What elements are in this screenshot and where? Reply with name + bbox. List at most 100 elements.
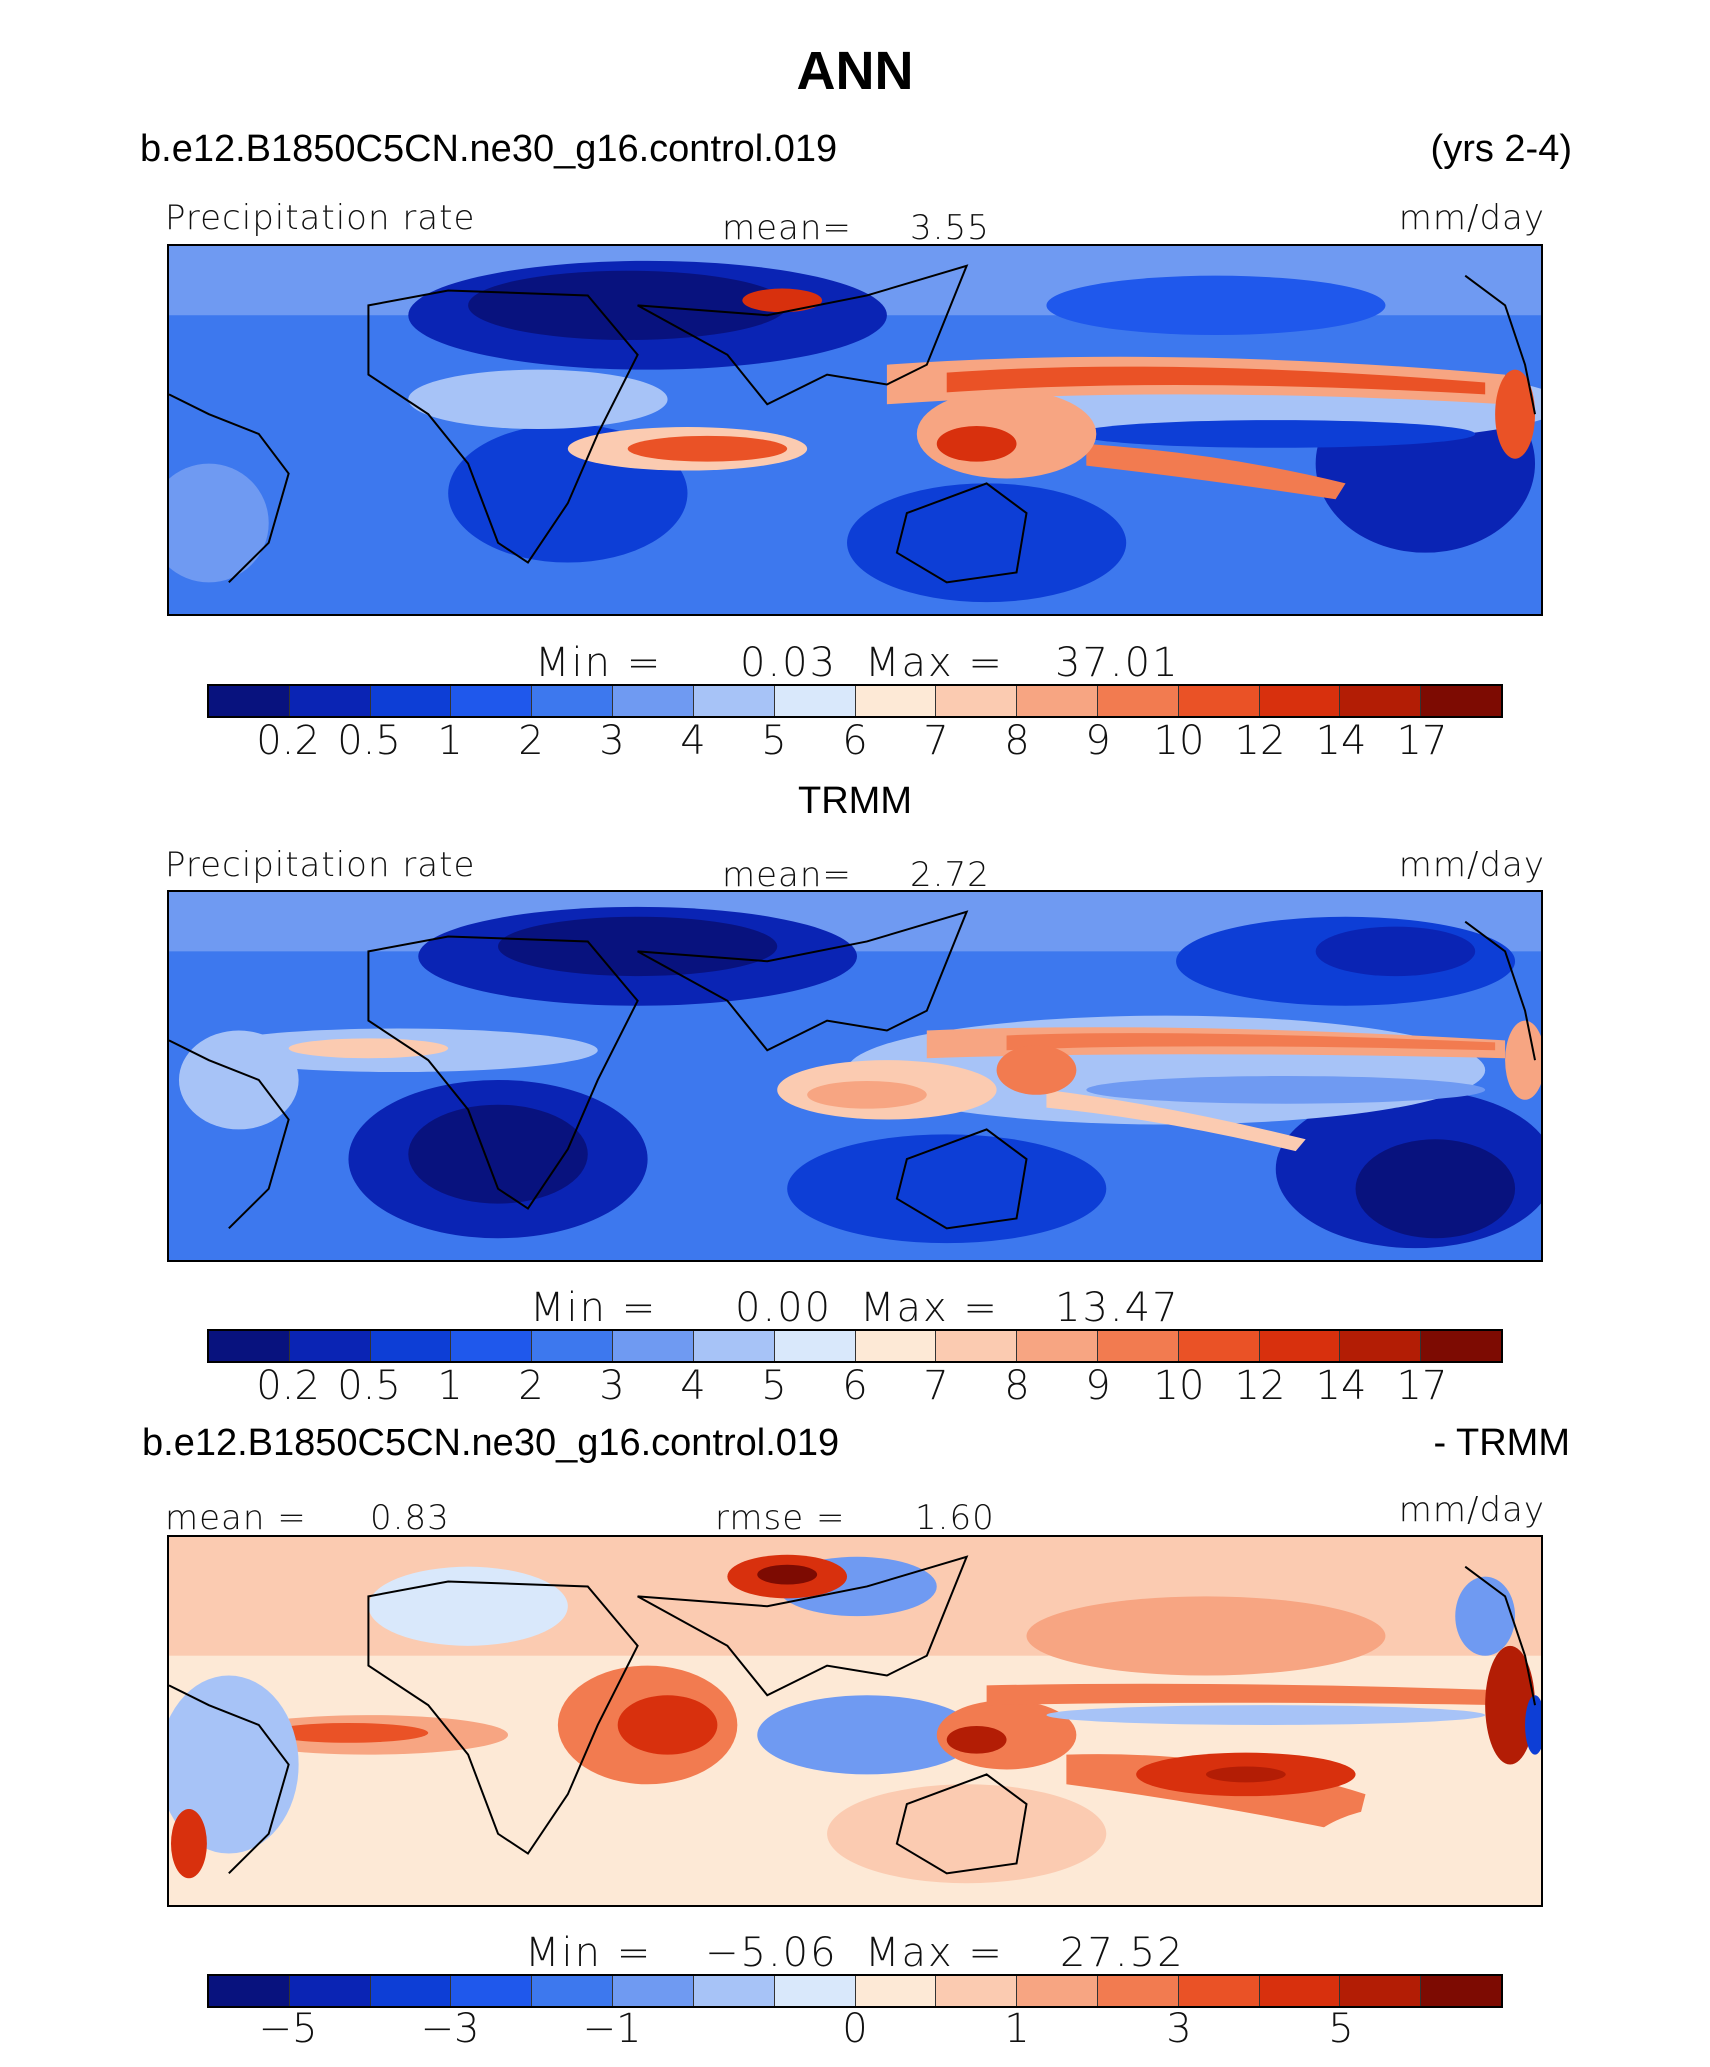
colorbar-tick-label: 4 (680, 1363, 706, 1409)
diff-suffix: - TRMM (1433, 1422, 1571, 1464)
panel2-min-label: Min = (530, 1285, 658, 1331)
colorbar-swatch (451, 1976, 533, 2006)
colorbar-tick-label: 1 (437, 1363, 463, 1409)
colorbar-swatch (1340, 1331, 1422, 1361)
colorbar-tick-label: 17 (1396, 1363, 1448, 1409)
panel2-variable: Precipitation rate (165, 845, 476, 885)
colorbar-tick-label: 0.2 (256, 1363, 320, 1409)
colorbar-tick-label: 5 (1328, 2006, 1354, 2052)
colorbar-tick-label: 3 (599, 718, 625, 764)
colorbar-swatch (613, 1331, 694, 1361)
colorbar-swatch (936, 1331, 1018, 1361)
panel3-max-value: 27.52 (1060, 1930, 1185, 1976)
colorbar-tick-label: 0.2 (256, 718, 320, 764)
colorbar-swatch (936, 1976, 1018, 2006)
colorbar-tick-label: 8 (1004, 1363, 1030, 1409)
panel3-map-field (169, 1537, 1541, 1905)
colorbar-swatch (855, 1331, 937, 1361)
colorbar-swatch (936, 686, 1018, 716)
colorbar-swatch (289, 1976, 371, 2006)
panel3-mean-value: 0.83 (370, 1498, 450, 1538)
colorbar-tick-label: 10 (1153, 718, 1205, 764)
colorbar-tick-label: 9 (1085, 1363, 1111, 1409)
colorbar-tick-label: 12 (1234, 1363, 1286, 1409)
panel1-min-value: 0.03 (740, 640, 838, 686)
colorbar-swatch (613, 1976, 694, 2006)
panel3-map (167, 1535, 1543, 1907)
panel3-mean-label: mean = (165, 1498, 307, 1538)
colorbar-tick-label: 6 (842, 1363, 868, 1409)
colorbar-tick-label: 0.5 (337, 718, 401, 764)
colorbar-swatch (1259, 686, 1341, 716)
colorbar-swatch (613, 686, 694, 716)
panel2-max-label: Max = (860, 1285, 999, 1331)
colorbar-swatch (1097, 686, 1179, 716)
colorbar-tick-label: 3 (1166, 2006, 1192, 2052)
colorbar-tick-label: 12 (1234, 718, 1286, 764)
panel2-mean-value: 2.72 (910, 855, 990, 895)
colorbar-tick-label: −5 (258, 2006, 318, 2052)
colorbar-swatch (532, 686, 614, 716)
colorbar-swatch (1421, 1331, 1501, 1361)
colorbar-swatch (774, 1976, 856, 2006)
panel3-rmse-value: 1.60 (915, 1498, 995, 1538)
colorbar-swatch (532, 1331, 614, 1361)
panel1-mean-label: mean= (722, 208, 852, 248)
years-label: (yrs 2-4) (1430, 128, 1572, 170)
colorbar-swatch (1421, 686, 1501, 716)
colorbar-tick-label: −3 (420, 2006, 480, 2052)
panel2-max-value: 13.47 (1055, 1285, 1180, 1331)
colorbar-swatch (451, 1331, 533, 1361)
panel1-mean-value: 3.55 (910, 208, 990, 248)
panel1-max-label: Max = (865, 640, 1004, 686)
colorbar-swatch (1259, 1331, 1341, 1361)
colorbar-swatch (1178, 686, 1260, 716)
colorbar-swatch (1259, 1976, 1341, 2006)
colorbar-swatch (370, 1331, 452, 1361)
colorbar-swatch (774, 686, 856, 716)
colorbar-swatch (1421, 1976, 1501, 2006)
panel3-rmse-label: rmse = (715, 1498, 846, 1538)
colorbar-tick-label: 2 (518, 1363, 544, 1409)
colorbar-swatch (370, 686, 452, 716)
colorbar-swatch (532, 1976, 614, 2006)
panel2-mean-label: mean= (722, 855, 852, 895)
colorbar-swatch (209, 1331, 290, 1361)
colorbar-tick-label: 6 (842, 718, 868, 764)
colorbar-swatch (370, 1976, 452, 2006)
colorbar-tick-label: 7 (923, 718, 949, 764)
colorbar-tick-label: 10 (1153, 1363, 1205, 1409)
colorbar-tick-label: 8 (1004, 718, 1030, 764)
colorbar-swatch (693, 1976, 775, 2006)
colorbar-swatch (693, 1331, 775, 1361)
colorbar-tick-label: 0 (842, 2006, 868, 2052)
colorbar-swatch (289, 686, 371, 716)
colorbar-tick-label: 9 (1085, 718, 1111, 764)
colorbar-tick-label: 4 (680, 718, 706, 764)
colorbar-tick-label: 3 (599, 1363, 625, 1409)
panel1-units: mm/day (1398, 198, 1545, 238)
colorbar-tick-label: 14 (1315, 1363, 1367, 1409)
colorbar-tick-label: 1 (1004, 2006, 1030, 2052)
panel3-min-value: −5.06 (705, 1930, 838, 1976)
colorbar-swatch (1017, 686, 1098, 716)
panel2-min-value: 0.00 (735, 1285, 833, 1331)
colorbar-swatch (1178, 1976, 1260, 2006)
colorbar-swatch (209, 1976, 290, 2006)
panel1-colorbar (207, 684, 1503, 718)
colorbar-swatch (1097, 1976, 1179, 2006)
colorbar-swatch (693, 686, 775, 716)
panel3-units: mm/day (1398, 1490, 1545, 1530)
colorbar-swatch (1017, 1976, 1098, 2006)
panel3-colorbar (207, 1974, 1503, 2008)
colorbar-tick-label: −1 (582, 2006, 642, 2052)
panel1-map-field (169, 246, 1541, 614)
colorbar-swatch (1340, 686, 1422, 716)
colorbar-swatch (1017, 1331, 1098, 1361)
colorbar-swatch (855, 1976, 937, 2006)
obs-title: TRMM (798, 780, 912, 822)
panel1-min-label: Min = (535, 640, 663, 686)
colorbar-tick-label: 2 (518, 718, 544, 764)
panel2-map (167, 890, 1543, 1262)
panel1-max-value: 37.01 (1055, 640, 1180, 686)
